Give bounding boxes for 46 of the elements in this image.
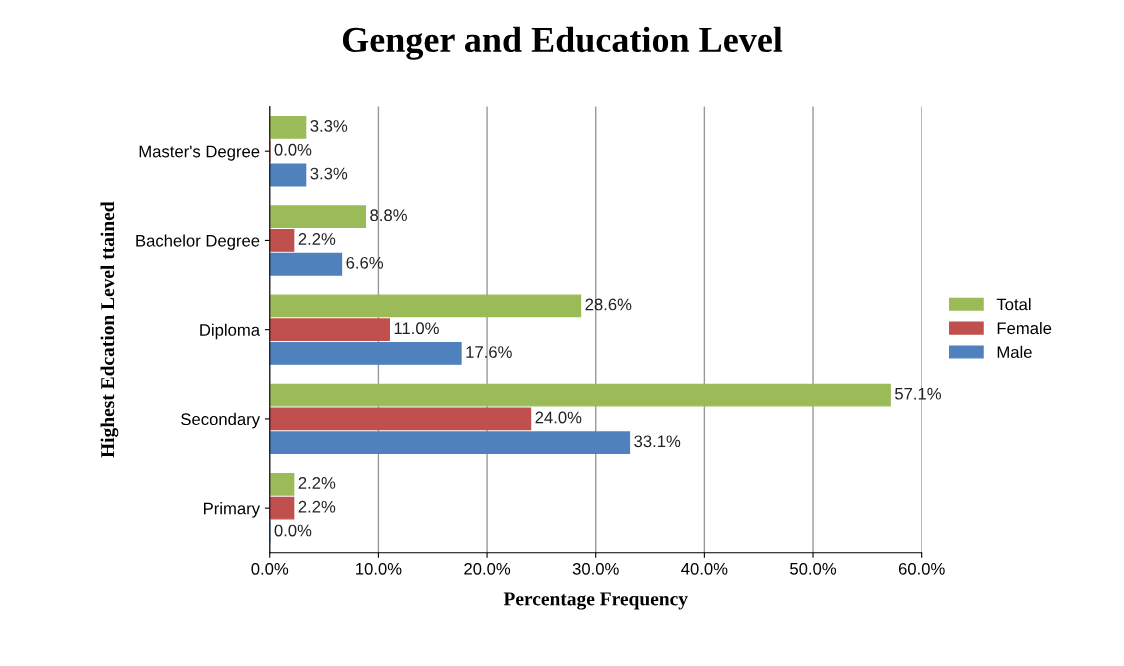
bar bbox=[269, 205, 367, 229]
x-tick-label: 20.0% bbox=[464, 562, 511, 575]
data-label: 0.0% bbox=[274, 524, 312, 537]
bar bbox=[269, 407, 532, 431]
data-label: 2.2% bbox=[298, 477, 336, 489]
legend-label: Female bbox=[997, 321, 1052, 335]
data-label: 2.2% bbox=[298, 500, 336, 513]
x-tick-label: 30.0% bbox=[572, 562, 619, 575]
x-tick-label: 50.0% bbox=[790, 562, 837, 575]
data-label: 3.3% bbox=[310, 167, 348, 180]
bar bbox=[269, 294, 582, 318]
bar bbox=[269, 163, 307, 187]
bar bbox=[269, 318, 390, 342]
y-tick-label: Diploma bbox=[200, 323, 261, 340]
bar bbox=[269, 252, 343, 276]
data-label: 11.0% bbox=[394, 322, 439, 335]
bar bbox=[269, 472, 295, 496]
y-axis-title: Highest Edcation Level ttained bbox=[100, 201, 119, 458]
bar bbox=[269, 496, 295, 520]
y-tick-label: Secondary bbox=[181, 412, 261, 429]
bar bbox=[269, 342, 462, 365]
data-label: 8.8% bbox=[370, 209, 407, 222]
data-label: 3.3% bbox=[310, 120, 348, 132]
x-axis-title: Percentage Frequency bbox=[503, 592, 688, 610]
x-tick-label: 0.0% bbox=[251, 562, 289, 575]
bar bbox=[269, 229, 295, 252]
x-tick-label: 60.0% bbox=[898, 562, 945, 575]
y-tick-label: Primary bbox=[204, 502, 261, 518]
y-tick-label: Bachelor Degree bbox=[136, 234, 260, 250]
data-label: 57.1% bbox=[895, 387, 941, 400]
y-tick-label: Master's Degree bbox=[139, 145, 260, 161]
data-label: 17.6% bbox=[466, 346, 512, 358]
chart-title: Genger and Education Level bbox=[342, 26, 783, 60]
x-tick-label: 10.0% bbox=[356, 562, 402, 575]
data-label: 33.1% bbox=[634, 435, 681, 448]
legend-label: Male bbox=[997, 345, 1032, 359]
data-label: 0.0% bbox=[274, 143, 312, 156]
data-label: 2.2% bbox=[298, 233, 336, 245]
data-label: 28.6% bbox=[585, 298, 632, 311]
data-label: 6.6% bbox=[346, 256, 384, 269]
bar bbox=[269, 383, 891, 407]
bar bbox=[269, 431, 631, 455]
x-tick-label: 40.0% bbox=[681, 562, 728, 575]
bar bbox=[269, 115, 307, 139]
data-label: 24.0% bbox=[535, 411, 582, 424]
legend-label: Total bbox=[996, 298, 1031, 311]
